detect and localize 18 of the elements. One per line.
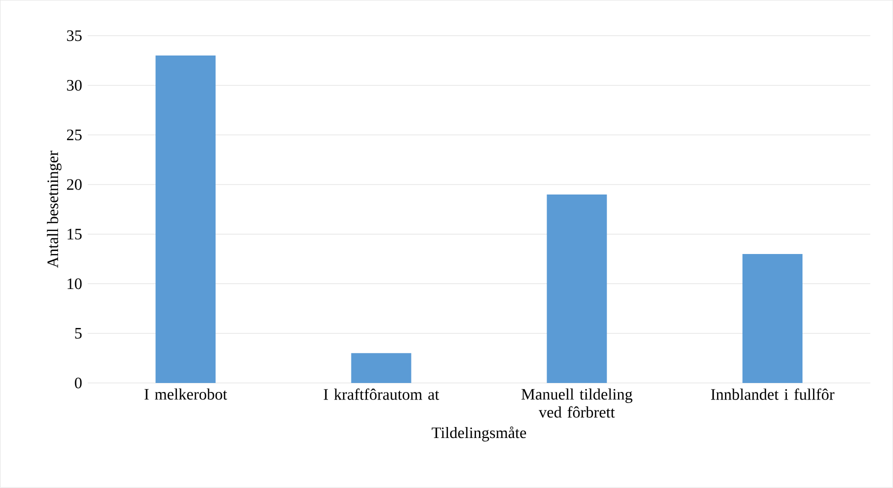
x-axis-title: Tildelingsmåte — [432, 426, 526, 442]
y-tick-label: 30 — [67, 80, 82, 91]
y-tick-label: 20 — [67, 179, 82, 190]
y-tick-label: 0 — [74, 378, 82, 388]
x-tick-label: I melkerobot — [144, 388, 228, 400]
x-tick-label: Innblandet i fullfôr — [711, 388, 834, 400]
y-tick-label: 5 — [75, 328, 82, 339]
y-tick-label: 35 — [67, 30, 82, 42]
bar — [546, 194, 607, 384]
y-tick-label: 25 — [67, 130, 82, 140]
y-tick-label: 10 — [68, 278, 82, 290]
bar — [156, 56, 216, 384]
bar — [351, 353, 412, 384]
y-tick-label: 15 — [68, 228, 82, 240]
x-tick-label: I kraftfôrautom at — [324, 388, 440, 400]
bar — [742, 254, 802, 384]
y-axis-title: Antall besetninger — [46, 150, 62, 268]
x-tick-label: Manuell tildeling ved fôrbrett — [521, 388, 632, 418]
